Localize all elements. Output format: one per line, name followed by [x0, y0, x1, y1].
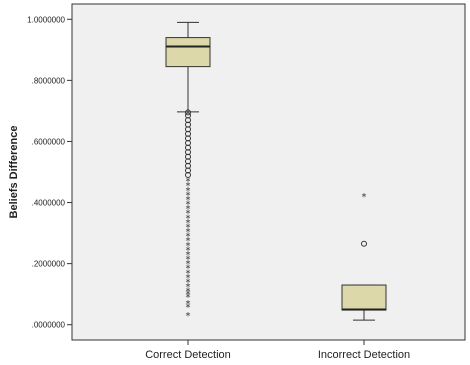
outlier-star: *	[186, 303, 191, 314]
box-group: ******************************	[165, 21, 211, 322]
outlier-star: *	[186, 222, 191, 233]
box	[165, 37, 211, 68]
y-axis: .0000000 .2000000 .4000000 .6000000 .8000000…	[27, 15, 72, 330]
outlier-star: *	[186, 190, 191, 201]
outlier-star: *	[186, 268, 191, 279]
box	[341, 284, 387, 311]
outlier-star: *	[186, 245, 191, 256]
outlier-star: *	[186, 287, 191, 298]
y-tick-label: .0000000	[32, 321, 66, 330]
outlier-star: *	[186, 290, 191, 301]
box-group: *	[341, 192, 387, 321]
y-tick-label: .2000000	[32, 260, 66, 269]
outlier-star: *	[186, 209, 191, 220]
outlier-star: *	[186, 218, 191, 229]
outlier-star: *	[186, 293, 191, 304]
y-axis-title: Beliefs Difference	[8, 126, 20, 219]
outlier-star: *	[186, 311, 191, 322]
outlier-star: *	[186, 236, 191, 247]
outlier-star: *	[186, 186, 191, 197]
boxes: *******************************	[165, 21, 387, 322]
outlier-star: *	[186, 200, 191, 211]
outlier-star: *	[186, 232, 191, 243]
outlier-circle	[185, 109, 191, 116]
outlier-star: *	[186, 241, 191, 252]
x-axis: Correct Detection Incorrect Detection	[145, 340, 410, 361]
x-tick-label: Incorrect Detection	[318, 349, 410, 361]
y-tick-label: .8000000	[32, 76, 66, 85]
outlier-star: *	[186, 181, 191, 192]
y-tick-label: 1.0000000	[27, 15, 65, 24]
x-tick-label: Correct Detection	[145, 349, 231, 361]
y-tick-label: .4000000	[32, 199, 66, 208]
outlier-star: *	[186, 195, 191, 206]
outlier-star: *	[362, 192, 367, 203]
outlier-star: *	[186, 264, 191, 275]
outlier-circle	[185, 172, 191, 179]
outlier-star: *	[186, 227, 191, 238]
outlier-star: *	[186, 277, 191, 288]
outlier-star: *	[186, 299, 191, 310]
outlier-star: *	[186, 273, 191, 284]
outlier-star: *	[186, 213, 191, 224]
outlier-star: *	[186, 204, 191, 215]
y-tick-label: .6000000	[32, 137, 66, 146]
outlier-star: *	[186, 177, 191, 188]
plot-area	[71, 3, 466, 341]
outlier-star: *	[186, 282, 191, 293]
outlier-star: *	[186, 250, 191, 261]
outlier-circle	[361, 240, 367, 247]
outlier-star: *	[186, 255, 191, 266]
outlier-star: *	[186, 259, 191, 270]
